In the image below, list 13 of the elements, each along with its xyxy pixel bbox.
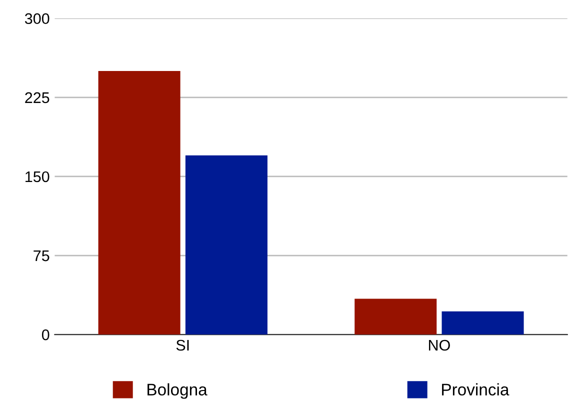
y-tick-label: 300 bbox=[24, 13, 50, 24]
y-tick-label: 225 bbox=[25, 92, 50, 104]
bar bbox=[442, 311, 524, 335]
y-tick-label: 150 bbox=[26, 171, 50, 182]
legend-label: Bologna bbox=[148, 383, 208, 399]
bar bbox=[185, 155, 268, 335]
bar bbox=[98, 71, 180, 335]
legend-label: Provincia bbox=[442, 383, 510, 396]
bar bbox=[354, 298, 437, 335]
x-tick-label: SI bbox=[176, 340, 189, 351]
y-tick-label: 75 bbox=[34, 250, 50, 262]
y-tick-label: 0 bbox=[42, 329, 50, 340]
x-tick-label: NO bbox=[428, 340, 450, 351]
